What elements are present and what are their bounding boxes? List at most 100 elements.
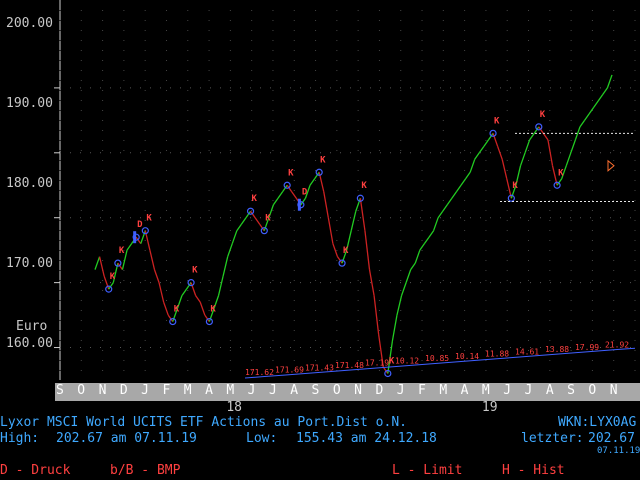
price-segment (350, 211, 357, 231)
price-segment (94, 256, 101, 270)
price-segment (602, 87, 608, 95)
price-segment (250, 210, 256, 219)
price-segment (103, 275, 110, 290)
price-segment (396, 295, 403, 316)
price-segment (497, 146, 503, 160)
month-label: M (226, 383, 235, 398)
y-tick-190: 190.00 (6, 96, 53, 111)
price-segment (378, 334, 384, 368)
price-segment (524, 139, 531, 154)
price-segment (510, 185, 517, 199)
price-segment (277, 191, 284, 199)
price-segment (547, 139, 554, 166)
signal-marker (507, 194, 515, 202)
signal-label: K (192, 266, 198, 276)
price-segment (291, 191, 297, 199)
price-segment (542, 132, 549, 141)
price-segment (533, 126, 540, 134)
price-segment (163, 301, 169, 316)
avg-price-label: 10.85 (425, 354, 449, 363)
signal-bar (297, 198, 301, 211)
price-segment (117, 262, 123, 271)
month-label: O (77, 383, 86, 398)
price-segment (332, 243, 339, 257)
month-label: N (609, 383, 618, 398)
avg-price-label: 10.14 (455, 352, 479, 361)
month-label: J (524, 383, 533, 398)
avg-price-label: 171.69 (275, 366, 304, 375)
high-value: 202.67 am 07.11.19 (56, 431, 197, 446)
price-segment (126, 243, 133, 251)
hotkey-bmp[interactable]: b/B - BMP (110, 463, 181, 478)
signal-marker (114, 259, 122, 267)
hotkey-limit[interactable]: L - Limit (392, 463, 463, 478)
price-segment (236, 223, 242, 232)
price-segment (286, 184, 293, 193)
price-segment (373, 295, 380, 335)
price-segment (387, 340, 394, 374)
signal-label: K (494, 116, 500, 126)
month-label: F (418, 383, 426, 398)
hotkey-hist[interactable]: H - Hist (502, 463, 565, 478)
signal-label: K (265, 214, 271, 224)
last-label: letzter: (521, 431, 584, 446)
hotkey-druck[interactable]: D - Druck (0, 463, 71, 478)
price-segment (359, 198, 366, 231)
signal-label: K (558, 168, 564, 178)
price-segment (437, 210, 444, 219)
price-segment (487, 132, 494, 141)
signal-bar (133, 231, 137, 244)
month-label: F (162, 383, 171, 398)
signal-label: D (302, 188, 308, 198)
signal-marker (338, 259, 346, 267)
month-label: O (588, 383, 597, 398)
price-segment (492, 133, 499, 147)
signal-marker (187, 279, 195, 287)
price-segment (419, 243, 425, 251)
signal-marker (283, 181, 291, 189)
month-label: N (354, 383, 362, 398)
price-segment (176, 295, 183, 309)
price-segment (240, 217, 247, 225)
price-segment (327, 217, 334, 244)
price-segment (314, 171, 320, 180)
price-segment (263, 217, 270, 231)
low-value: 155.43 am 24.12.18 (296, 431, 437, 446)
month-label: S (567, 383, 575, 398)
price-segment (469, 159, 476, 173)
price-segment (423, 236, 430, 245)
price-segment (323, 191, 329, 218)
avg-price-label: 17.99 (575, 343, 599, 352)
signal-marker (535, 123, 543, 131)
avg-price-label: 11.88 (485, 350, 509, 359)
price-segment (501, 159, 508, 179)
price-segment (455, 184, 462, 193)
y-tick-160: 160.00 (6, 336, 53, 351)
price-segment (584, 113, 590, 121)
price-segment (529, 132, 535, 141)
price-segment (519, 152, 526, 167)
month-label: A (290, 383, 299, 398)
month-label: M (439, 383, 448, 398)
price-segment (579, 119, 586, 128)
month-label: J (268, 383, 277, 398)
price-segment (561, 165, 567, 179)
signal-label: K (174, 305, 180, 315)
avg-price-label: 10.12 (395, 356, 419, 365)
price-segment (121, 250, 128, 270)
y-tick-200: 200.00 (6, 16, 53, 31)
month-label: M (481, 383, 490, 398)
signal-label: K (119, 246, 125, 256)
price-segment (451, 191, 457, 199)
avg-price-label: 171.43 (305, 363, 334, 372)
price-segment (300, 197, 306, 206)
price-segment (391, 314, 398, 342)
month-label: J (503, 383, 512, 398)
price-segment (588, 106, 595, 115)
price-segment (593, 100, 599, 108)
month-label: A (460, 383, 469, 398)
last-value: 202.67 (588, 431, 635, 446)
price-segment (158, 282, 165, 303)
price-segment (446, 197, 453, 206)
signal-label: D (137, 220, 143, 230)
